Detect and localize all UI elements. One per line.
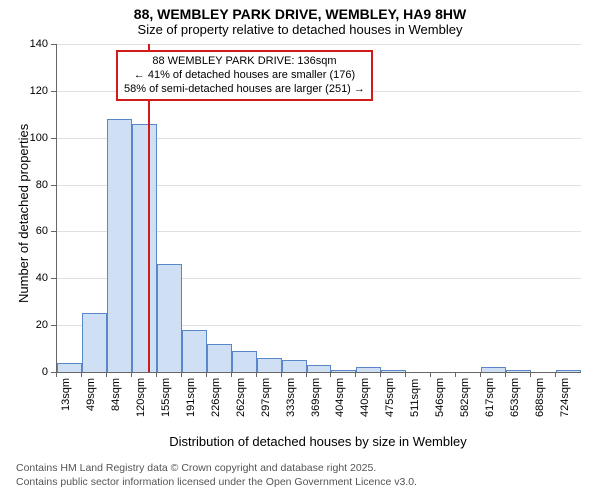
xtick-mark (56, 372, 57, 377)
xtick-mark (131, 372, 132, 377)
histogram-bar (282, 360, 307, 372)
ytick-label: 0 (12, 366, 48, 378)
histogram-bar (157, 264, 182, 372)
footer-line-2: Contains public sector information licen… (16, 476, 417, 488)
xtick-mark (231, 372, 232, 377)
annotation-line-2: ← 41% of detached houses are smaller (17… (124, 69, 365, 83)
xtick-mark (455, 372, 456, 377)
xtick-label: 404sqm (334, 378, 346, 417)
xtick-mark (81, 372, 82, 377)
xtick-mark (106, 372, 107, 377)
histogram-bar (307, 365, 332, 372)
x-axis-label: Distribution of detached houses by size … (56, 434, 580, 449)
xtick-mark (206, 372, 207, 377)
histogram-bar (207, 344, 232, 372)
xtick-label: 120sqm (135, 378, 147, 417)
histogram-bar (82, 313, 107, 372)
xtick-label: 49sqm (85, 378, 97, 411)
xtick-mark (330, 372, 331, 377)
ytick-mark (51, 138, 56, 139)
xtick-mark (380, 372, 381, 377)
xtick-mark (430, 372, 431, 377)
xtick-label: 262sqm (235, 378, 247, 417)
chart-container: 88, WEMBLEY PARK DRIVE, WEMBLEY, HA9 8HW… (0, 0, 600, 500)
ytick-mark (51, 44, 56, 45)
histogram-bar (257, 358, 282, 372)
xtick-mark (256, 372, 257, 377)
xtick-label: 617sqm (484, 378, 496, 417)
xtick-label: 226sqm (210, 378, 222, 417)
xtick-label: 724sqm (559, 378, 571, 417)
ytick-label: 80 (12, 179, 48, 191)
ytick-label: 120 (12, 85, 48, 97)
xtick-label: 333sqm (285, 378, 297, 417)
xtick-label: 297sqm (260, 378, 272, 417)
xtick-mark (306, 372, 307, 377)
histogram-bar (331, 370, 356, 372)
xtick-label: 440sqm (359, 378, 371, 417)
xtick-label: 13sqm (60, 378, 72, 411)
ytick-label: 60 (12, 225, 48, 237)
xtick-label: 369sqm (310, 378, 322, 417)
histogram-bar (356, 367, 381, 372)
histogram-bar (182, 330, 207, 372)
ytick-mark (51, 91, 56, 92)
xtick-label: 653sqm (509, 378, 521, 417)
xtick-mark (181, 372, 182, 377)
ytick-label: 100 (12, 132, 48, 144)
xtick-mark (480, 372, 481, 377)
xtick-mark (405, 372, 406, 377)
xtick-label: 582sqm (459, 378, 471, 417)
xtick-mark (530, 372, 531, 377)
histogram-bar (107, 119, 132, 372)
annotation-box: 88 WEMBLEY PARK DRIVE: 136sqm← 41% of de… (116, 50, 373, 101)
xtick-label: 511sqm (409, 379, 421, 417)
gridline (57, 44, 581, 45)
chart-title: 88, WEMBLEY PARK DRIVE, WEMBLEY, HA9 8HW (0, 0, 600, 22)
xtick-label: 84sqm (110, 378, 122, 411)
xtick-mark (355, 372, 356, 377)
ytick-label: 140 (12, 38, 48, 50)
histogram-bar (506, 370, 531, 372)
histogram-bar (232, 351, 257, 372)
xtick-mark (555, 372, 556, 377)
footer-line-1: Contains HM Land Registry data © Crown c… (16, 462, 376, 474)
annotation-line-1: 88 WEMBLEY PARK DRIVE: 136sqm (124, 55, 365, 69)
histogram-bar (57, 363, 82, 372)
histogram-bar (132, 124, 157, 372)
xtick-label: 688sqm (534, 378, 546, 417)
xtick-label: 155sqm (160, 378, 172, 417)
xtick-label: 475sqm (384, 378, 396, 417)
xtick-label: 191sqm (185, 378, 197, 417)
histogram-bar (381, 370, 406, 372)
ytick-mark (51, 231, 56, 232)
histogram-bar (556, 370, 581, 372)
histogram-bar (481, 367, 506, 372)
xtick-mark (505, 372, 506, 377)
xtick-mark (156, 372, 157, 377)
xtick-label: 546sqm (434, 378, 446, 417)
ytick-mark (51, 325, 56, 326)
annotation-line-3: 58% of semi-detached houses are larger (… (124, 83, 365, 97)
ytick-label: 20 (12, 319, 48, 331)
ytick-mark (51, 185, 56, 186)
xtick-mark (281, 372, 282, 377)
ytick-mark (51, 278, 56, 279)
ytick-label: 40 (12, 272, 48, 284)
chart-subtitle: Size of property relative to detached ho… (0, 22, 600, 43)
